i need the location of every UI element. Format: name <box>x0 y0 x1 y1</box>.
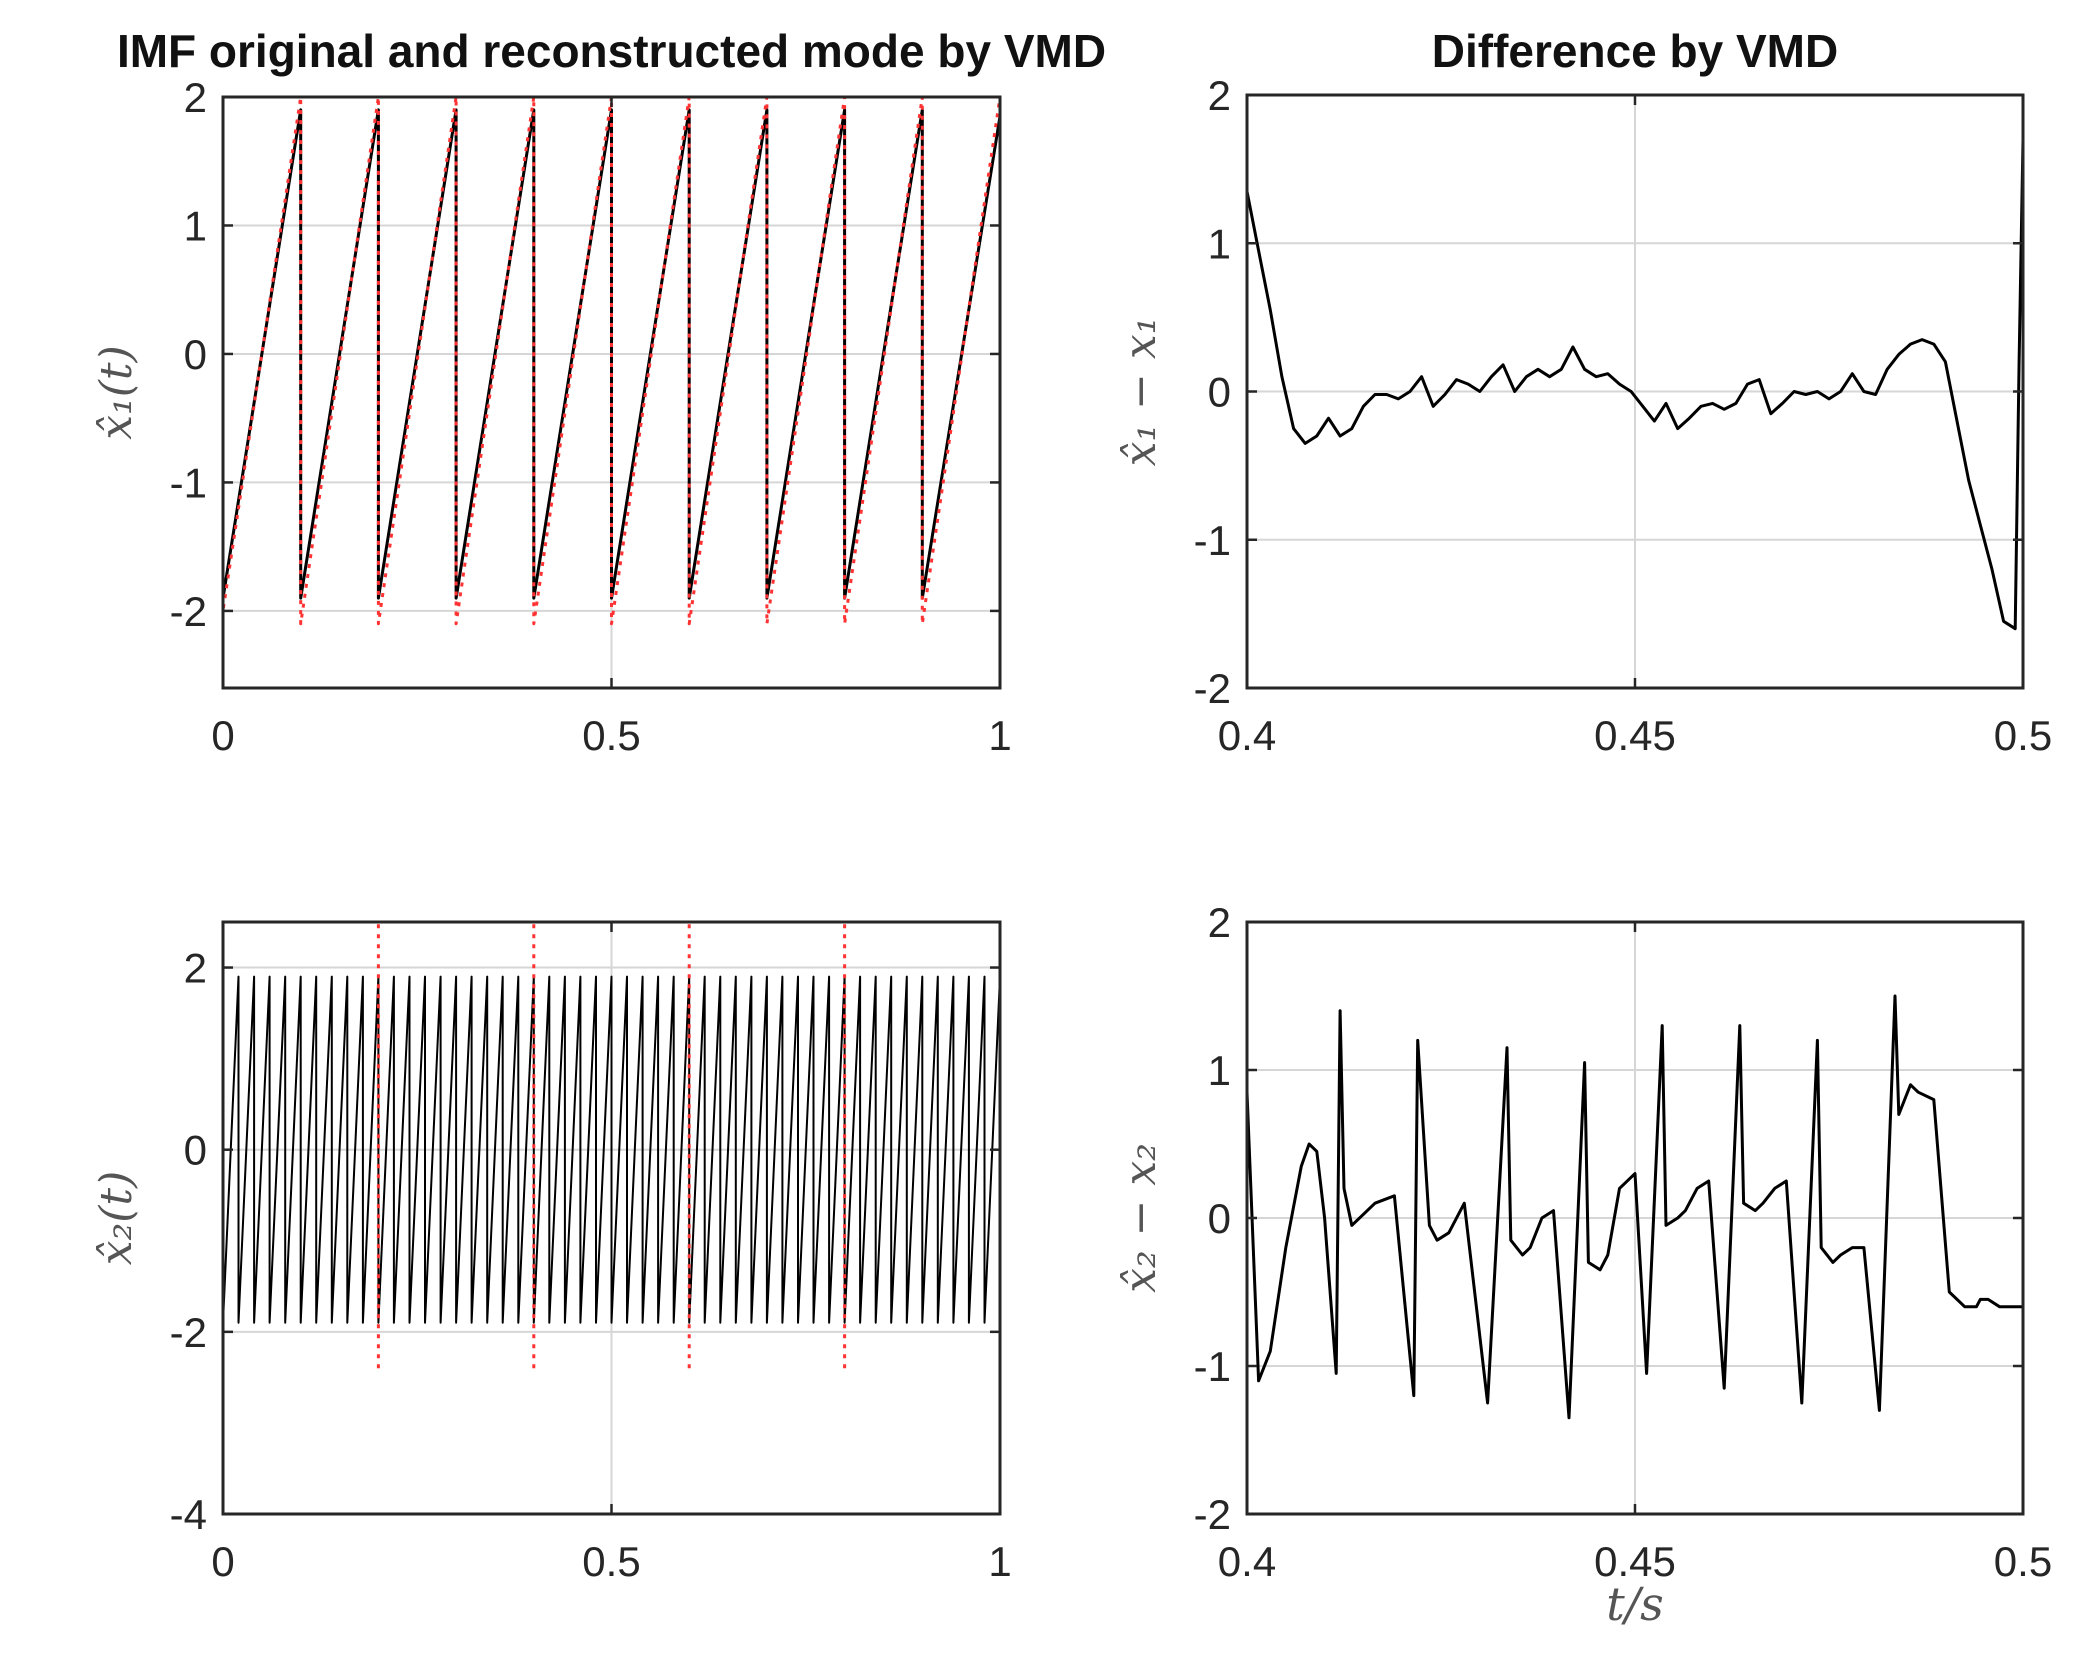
y-tick-label: 0 <box>1208 369 1231 416</box>
plot-area <box>223 97 1000 688</box>
y-tick-label: 1 <box>1208 220 1231 267</box>
plot-area <box>1247 139 2023 631</box>
x-tick-label: 0.4 <box>1218 712 1276 759</box>
y-tick-label: -2 <box>170 1309 207 1356</box>
x-tick-label: 0.5 <box>1994 712 2052 759</box>
signal-line <box>1247 994 2023 1420</box>
plot-area <box>1247 994 2023 1420</box>
y-tick-label: 1 <box>1208 1047 1231 1094</box>
y-tick-label: -1 <box>1194 517 1231 564</box>
x-tick-label: 0.45 <box>1594 1538 1676 1585</box>
panels: 0 0.5 1 -2 -1 0 1 2 x̂₁(t) IMF original and recon… <box>91 25 2052 1631</box>
panel-top-right: 0.4 0.45 0.5 -2 -1 0 1 2 x̂₁ − x₁ Difference by V… <box>1115 25 2052 759</box>
y-tick-label: -1 <box>170 459 207 506</box>
panel-bottom-right: 0.4 0.45 0.5 -2 -1 0 1 2 x̂₂ − x₂ t/s <box>1115 899 2052 1631</box>
y-tick-label: 2 <box>1208 72 1231 119</box>
x-tick-label: 1 <box>988 712 1011 759</box>
y-axis-label: x̂₂(t) <box>91 1171 142 1265</box>
x-tick-label: 0.45 <box>1594 712 1676 759</box>
x-tick-label: 0.5 <box>582 1538 640 1585</box>
y-tick-label: 0 <box>184 331 207 378</box>
y-axis-label: x̂₁(t) <box>91 345 142 439</box>
plot-area <box>223 922 1000 1369</box>
x-axis-label: t/s <box>1606 1577 1664 1631</box>
signal-line <box>223 975 1000 1324</box>
panel-title: Difference by VMD <box>1432 25 1838 77</box>
x-tick-label: 0.4 <box>1218 1538 1276 1585</box>
panel-title: IMF original and reconstructed mode by V… <box>117 25 1106 77</box>
y-tick-label: 2 <box>1208 899 1231 946</box>
x-tick-label: 0.5 <box>1994 1538 2052 1585</box>
y-tick-label: 0 <box>184 1127 207 1174</box>
y-axis-label: x̂₁ − x₁ <box>1115 317 1166 467</box>
reconstructed-mode-line <box>223 97 1000 688</box>
signal-line <box>1247 139 2023 631</box>
x-tick-label: 1 <box>988 1538 1011 1585</box>
panel-bottom-left: 0 0.5 1 -4 -2 0 2 x̂₂(t) <box>91 920 1012 1585</box>
y-tick-label: -1 <box>1194 1343 1231 1390</box>
y-tick-label: -2 <box>1194 1491 1231 1538</box>
x-tick-label: 0.5 <box>582 712 640 759</box>
x-tick-label: 0 <box>211 712 234 759</box>
y-tick-label: 1 <box>184 202 207 249</box>
x-tick-label: 0 <box>211 1538 234 1585</box>
y-tick-label: 0 <box>1208 1195 1231 1242</box>
y-tick-label: -2 <box>1194 665 1231 712</box>
y-tick-label: 2 <box>184 945 207 992</box>
y-tick-label: -4 <box>170 1491 207 1538</box>
y-tick-label: 2 <box>184 74 207 121</box>
panel-top-left: 0 0.5 1 -2 -1 0 1 2 x̂₁(t) IMF original and recon… <box>91 25 1106 759</box>
y-axis-label: x̂₂ − x₂ <box>1115 1143 1166 1293</box>
y-tick-label: -2 <box>170 588 207 635</box>
